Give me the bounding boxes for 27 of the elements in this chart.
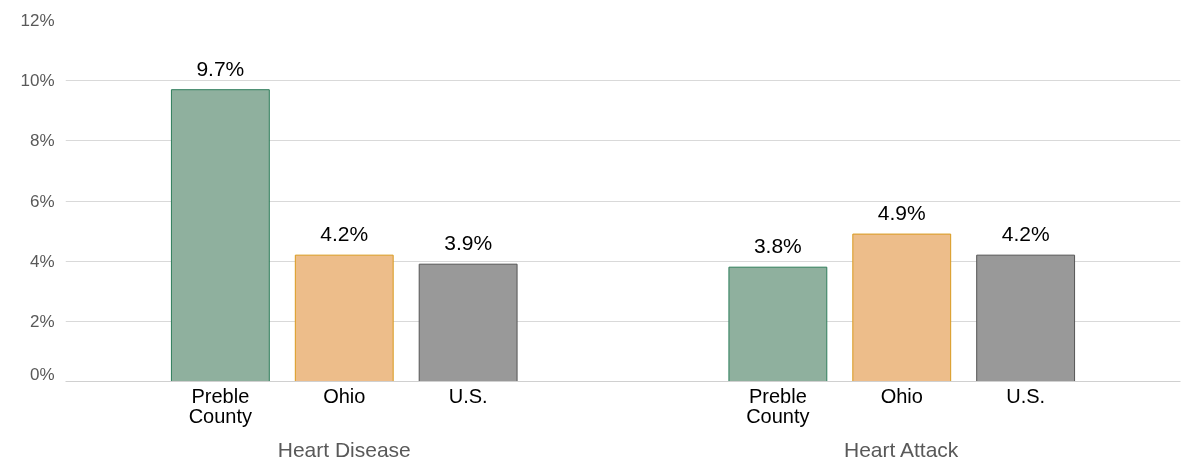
bar (728, 266, 828, 382)
text: Preble County (746, 384, 810, 428)
data-label: 4.9% (877, 201, 926, 225)
y-tick-label: 6% (29, 191, 55, 211)
series-label: U.S. (448, 384, 488, 407)
y-tick-label: 8% (29, 131, 55, 151)
series-label: Preble County (188, 384, 253, 428)
y-tick-label: 2% (29, 311, 55, 331)
y-tick-label: 0% (29, 364, 55, 384)
y-tick-label: 10% (20, 71, 55, 91)
x-tick-label: Heart Disease (277, 437, 411, 461)
bar (294, 254, 394, 382)
series-label: Ohio (323, 384, 366, 407)
bar (170, 89, 270, 382)
y-tick-label: 4% (29, 251, 55, 271)
bar (418, 263, 518, 382)
data-label: 4.2% (320, 222, 369, 246)
data-label: 3.9% (444, 231, 493, 255)
text: U.S. (1006, 384, 1046, 407)
text: Ohio (880, 384, 923, 407)
x-tick-label: Heart Attack (843, 437, 959, 461)
bar (852, 233, 952, 382)
data-label: 3.8% (753, 234, 802, 258)
bar (976, 254, 1076, 382)
data-label: 4.2% (1001, 222, 1050, 246)
data-label: 9.7% (196, 56, 245, 80)
y-tick-label: 12% (20, 11, 55, 30)
